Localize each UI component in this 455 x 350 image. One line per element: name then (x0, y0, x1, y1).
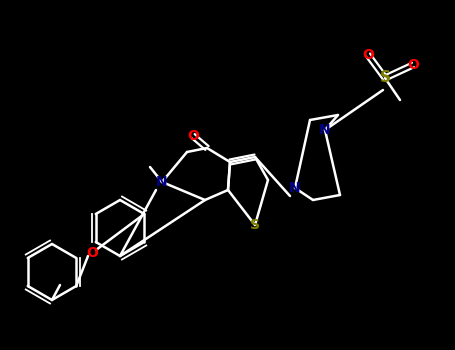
Text: S: S (379, 70, 390, 85)
Text: N: N (156, 175, 168, 189)
Text: N: N (289, 181, 301, 195)
Text: O: O (362, 48, 374, 62)
Text: N: N (319, 123, 331, 137)
Text: O: O (407, 58, 419, 72)
Text: S: S (250, 218, 260, 232)
Text: O: O (187, 129, 199, 143)
Text: O: O (86, 246, 98, 260)
